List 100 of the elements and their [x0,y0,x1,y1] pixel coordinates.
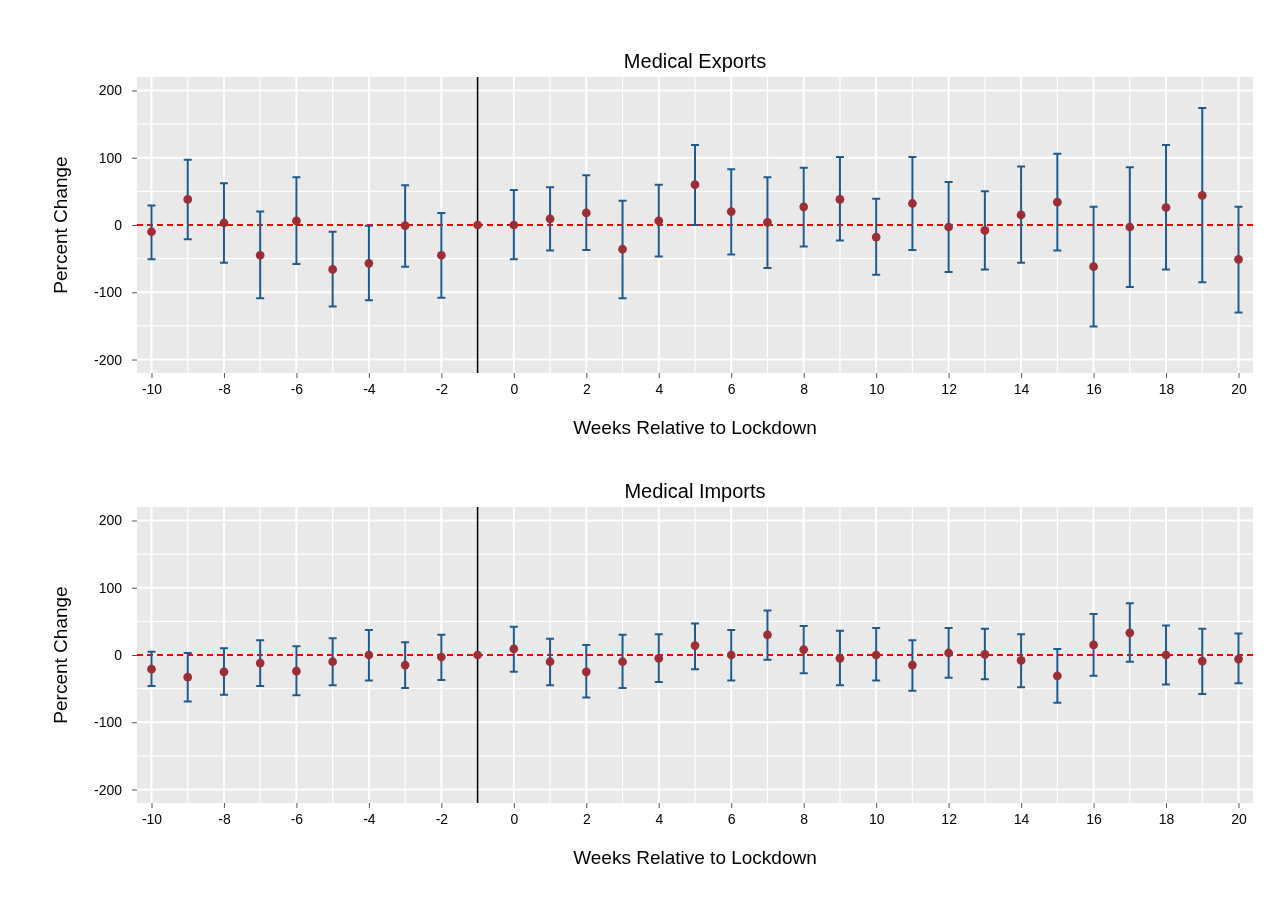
point [908,660,917,670]
point [618,244,627,254]
x-tick-label: 2 [582,810,591,827]
point [1197,191,1207,200]
point [328,657,338,667]
point [1052,197,1062,207]
x-axis-title: Weeks Relative to Lockdown [573,417,817,438]
x-tick-label: 18 [1158,810,1175,827]
y-tick-label: -200 [93,781,123,798]
point [1197,656,1207,666]
point [1234,254,1243,264]
x-tick-label: -4 [363,380,376,397]
x-tick-label: 20 [1231,380,1247,397]
point [292,216,301,226]
x-tick-label: -2 [435,810,449,827]
x-tick-label: 10 [868,380,885,397]
point [292,666,301,676]
point [509,644,519,654]
point [255,250,265,260]
point [944,648,954,658]
y-tick-label: -100 [93,714,123,731]
x-tick-label: 14 [1013,810,1030,827]
point [473,650,482,660]
point [944,222,954,232]
point [581,667,591,677]
x-tick-label: 8 [800,380,809,397]
x-tick-label: -10 [141,810,163,827]
point [581,208,591,218]
x-tick-label: 20 [1231,810,1247,827]
point [690,641,700,650]
point [509,220,519,230]
point [618,657,627,667]
x-tick-label: 8 [800,810,809,827]
point [183,672,193,682]
y-tick-label: -100 [93,284,123,301]
x-tick-label: 4 [655,810,664,827]
point [436,652,446,662]
x-tick-label: -8 [218,810,231,827]
x-tick-label: 16 [1086,810,1103,827]
point [980,649,990,659]
x-axis-title: Weeks Relative to Lockdown [573,847,817,868]
x-tick-label: 2 [582,380,591,397]
point [980,226,990,235]
point [1089,262,1098,272]
x-tick-label: 0 [510,380,519,397]
point [545,657,555,667]
y-tick-label: 0 [114,216,123,233]
point [1016,656,1026,665]
x-tick-label: 16 [1086,380,1103,397]
x-tick-label: 12 [941,380,958,397]
point [364,258,374,268]
y-tick-label: 100 [98,149,123,166]
point [871,650,881,660]
x-tick-label: -6 [290,380,304,397]
y-tick-label: 100 [98,579,123,596]
point [255,658,265,668]
x-tick-label: -6 [290,810,304,827]
point [1234,654,1243,664]
x-tick-label: 12 [941,810,958,827]
point [400,221,410,231]
point [1016,210,1026,220]
point [473,220,482,230]
point [763,630,772,640]
point [799,645,809,654]
y-tick-label: -200 [93,351,123,368]
x-tick-label: 0 [510,810,519,827]
point [147,227,156,237]
point [219,667,229,677]
chart-title: Medical Imports [624,480,766,502]
point [364,650,374,660]
x-tick-label: -4 [363,810,376,827]
y-tick-label: 0 [114,646,123,663]
point [654,216,664,226]
point [726,650,736,660]
x-tick-label: 4 [655,380,664,397]
point [871,232,881,242]
point [183,195,193,204]
y-axis-title: Percent Change [50,586,71,724]
x-tick-label: 6 [727,810,736,827]
point [690,180,700,189]
point [400,660,410,670]
point [219,218,229,228]
chart-title: Medical Exports [623,50,767,72]
point [726,207,736,216]
x-tick-label: -2 [435,380,449,397]
x-tick-label: 10 [868,810,885,827]
x-tick-label: -10 [141,380,163,397]
point [1052,671,1062,681]
point [1161,650,1171,660]
x-tick-label: 6 [727,380,736,397]
y-tick-label: 200 [98,512,123,529]
point [1089,640,1098,650]
point [1161,203,1171,212]
point [799,202,809,212]
point [328,265,338,274]
x-tick-label: 14 [1013,380,1030,397]
point [908,199,917,208]
point [1125,628,1135,638]
point [436,250,446,260]
y-axis-title: Percent Change [50,156,71,294]
